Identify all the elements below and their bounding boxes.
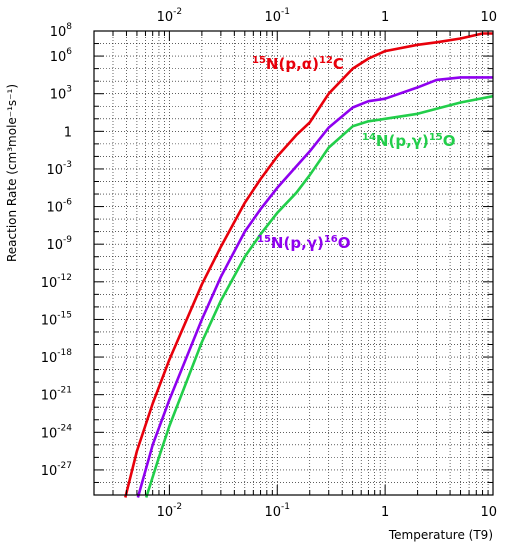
y-tick-label: 1 <box>64 125 72 140</box>
series-line <box>136 76 493 498</box>
x-axis-title: Temperature (T9) <box>388 528 493 542</box>
series-label: 14N(p,γ)15O <box>362 132 456 150</box>
series-label: 15N(p,γ)16O <box>257 234 351 252</box>
series-line <box>124 32 493 498</box>
x-tick-label-top: 10 <box>480 10 497 25</box>
x-tick-label: 10 <box>480 505 497 520</box>
y-tick-label: 10-18 <box>41 348 73 366</box>
series-lines <box>124 32 494 498</box>
series-labels: 15N(p,α)12C 15N(p,γ)16O 14N(p,γ)15O <box>252 55 456 252</box>
grid-lines <box>93 30 494 496</box>
x-tick-label: 10-2 <box>157 502 183 520</box>
series-line <box>144 94 494 498</box>
y-tick-label: 10-6 <box>46 198 72 216</box>
y-tick-label: 10-12 <box>41 273 72 291</box>
x-tick-label-top: 1 <box>381 10 389 25</box>
y-tick-label: 10-15 <box>41 310 72 328</box>
x-axis-tick-labels-top: 10-2 10-1 1 10 <box>157 7 497 25</box>
y-tick-label: 108 <box>50 22 73 40</box>
y-tick-label: 10-27 <box>41 461 72 479</box>
y-tick-label: 106 <box>50 47 73 65</box>
x-tick-label: 1 <box>381 505 389 520</box>
y-axis-tick-labels: 108 106 103 1 10-3 10-6 10-9 10-12 10-15 10-18 10-… <box>41 22 73 479</box>
x-axis-tick-labels-bottom: 10-2 10-1 1 10 <box>157 502 497 520</box>
x-tick-label-top: 10-1 <box>264 7 290 25</box>
y-tick-label: 10-9 <box>46 235 72 253</box>
x-tick-label-top: 10-2 <box>157 7 183 25</box>
series-label: 15N(p,α)12C <box>252 55 344 73</box>
y-tick-label: 10-3 <box>46 160 72 178</box>
axis-ticks <box>93 30 494 496</box>
y-axis-title: Reaction Rate (cm³mole⁻¹s⁻¹) <box>5 84 19 262</box>
y-tick-label: 103 <box>50 85 72 103</box>
y-tick-label: 10-24 <box>41 423 73 441</box>
x-tick-label: 10-1 <box>264 502 290 520</box>
y-tick-label: 10-21 <box>41 386 72 404</box>
plot-frame <box>93 30 494 496</box>
